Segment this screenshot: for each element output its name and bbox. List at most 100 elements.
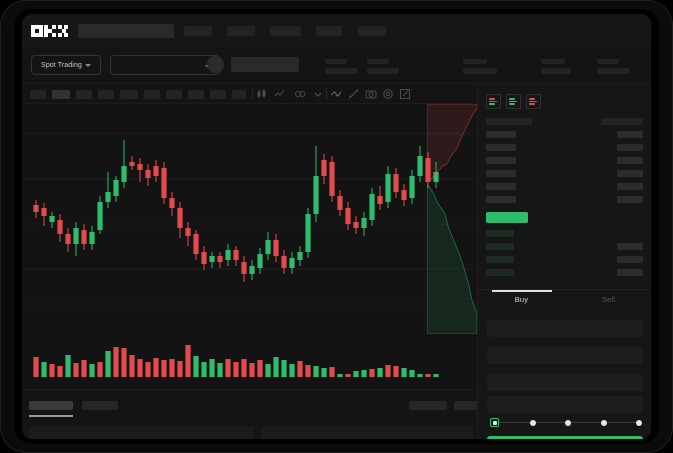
candle-23 — [217, 252, 223, 268]
trade-field-order-type[interactable] — [487, 320, 643, 337]
pair-select-dropdown[interactable] — [110, 55, 220, 75]
line-chart-icon[interactable] — [274, 88, 286, 100]
nav-item-4[interactable] — [358, 26, 386, 36]
candle-26 — [241, 256, 247, 282]
fullscreen-icon[interactable] — [399, 88, 411, 100]
chevron-down-icon[interactable] — [312, 88, 324, 100]
orderbook-bid-price-0[interactable] — [486, 230, 514, 237]
volume-bar-48 — [417, 374, 423, 377]
orderbook-ask-price-2[interactable] — [486, 157, 516, 164]
volume-bar-31 — [281, 360, 287, 377]
orders-panel — [22, 389, 490, 439]
toolbar-divider — [326, 88, 327, 100]
timeframe-button-1[interactable] — [52, 90, 70, 99]
candle-10 — [113, 176, 119, 202]
trade-field-amount[interactable] — [487, 374, 643, 391]
slider-handle-icon[interactable] — [490, 418, 499, 427]
search-input[interactable] — [78, 24, 174, 38]
candle-50 — [433, 162, 439, 188]
volume-bar-13 — [137, 359, 143, 377]
orderbook-ask-amount-4 — [617, 183, 643, 190]
nav-item-0[interactable] — [184, 26, 212, 36]
candlestick-chart-icon[interactable] — [256, 88, 268, 100]
candle-17 — [169, 192, 175, 216]
orderbook-ask-price-3[interactable] — [486, 170, 516, 177]
amount-percentage-slider[interactable] — [490, 418, 642, 428]
candle-5 — [73, 222, 79, 256]
volume-bar-27 — [249, 363, 255, 377]
orders-tab-1[interactable] — [82, 401, 118, 410]
market-stat-label — [367, 59, 389, 64]
orderbook-ask-price-1[interactable] — [486, 144, 516, 151]
place-order-button[interactable] — [487, 436, 643, 439]
orderbook-ask-price-5[interactable] — [486, 196, 516, 203]
volume-bar-8 — [97, 362, 103, 377]
candlestick-chart[interactable] — [22, 104, 477, 319]
nav-item-2[interactable] — [270, 26, 301, 36]
orderbook-current-price[interactable] — [486, 212, 528, 223]
orderbook-asks-icon[interactable] — [526, 94, 541, 109]
price-chart-area[interactable] — [22, 104, 477, 389]
candle-49 — [425, 152, 431, 188]
trade-field-price[interactable] — [487, 347, 643, 364]
top-navigation-bar — [22, 14, 651, 47]
volume-bar-17 — [169, 359, 175, 377]
volume-bar-50 — [433, 374, 439, 377]
volume-bar-40 — [353, 371, 359, 377]
orderbook-ask-amount-3 — [617, 170, 643, 177]
timeframe-button-8[interactable] — [210, 90, 226, 99]
slider-stop-50[interactable] — [565, 419, 571, 426]
volume-bar-42 — [369, 369, 375, 377]
tab-buy[interactable]: Buy — [514, 295, 529, 304]
orderbook-bid-amount-2 — [617, 256, 643, 263]
candle-48 — [417, 146, 423, 182]
slider-stop-25[interactable] — [529, 419, 536, 426]
nav-item-3[interactable] — [316, 26, 342, 36]
okx-logo-icon[interactable] — [31, 25, 68, 38]
volume-bar-10 — [113, 347, 119, 377]
orderbook-ask-amount-0 — [617, 131, 643, 138]
magnet-icon[interactable] — [348, 88, 360, 100]
orderbook-bid-price-1[interactable] — [486, 243, 514, 250]
orderbook-bid-price-3[interactable] — [486, 269, 514, 276]
settings-gear-icon[interactable] — [382, 88, 394, 100]
nav-item-1[interactable] — [227, 26, 255, 36]
timeframe-button-2[interactable] — [76, 90, 92, 99]
orders-action-0[interactable] — [409, 401, 447, 410]
panel-divider — [478, 289, 651, 290]
candle-8 — [97, 196, 103, 234]
camera-icon[interactable] — [365, 88, 377, 100]
slider-stop-75[interactable] — [600, 419, 607, 426]
slider-stop-100[interactable] — [636, 419, 642, 426]
candle-35 — [313, 146, 319, 222]
trade-field-total[interactable] — [487, 396, 643, 413]
spot-trading-dropdown[interactable]: Spot Trading — [31, 55, 101, 75]
orderbook-ask-price-4[interactable] — [486, 183, 516, 190]
volume-bar-1 — [41, 362, 47, 377]
timeframe-button-7[interactable] — [188, 90, 204, 99]
orders-action-1[interactable] — [454, 401, 490, 410]
timeframe-button-4[interactable] — [120, 90, 138, 99]
indicators-icon[interactable] — [294, 88, 306, 100]
orderbook-ask-price-0[interactable] — [486, 131, 516, 138]
timeframe-button-5[interactable] — [144, 90, 160, 99]
trading-pair-bar: Spot Trading — [22, 47, 651, 84]
orderbook-bids-icon[interactable] — [506, 94, 521, 109]
volume-bar-39 — [345, 374, 351, 377]
orders-tab-0[interactable] — [29, 401, 73, 410]
orderbook-bid-price-2[interactable] — [486, 256, 514, 263]
market-stat-1 — [367, 59, 399, 74]
orderbook-both-icon[interactable] — [486, 94, 501, 109]
timeframe-button-3[interactable] — [98, 90, 114, 99]
chevron-down-icon — [84, 63, 91, 67]
candle-20 — [193, 230, 199, 260]
area-chart-icon[interactable] — [330, 88, 342, 100]
timeframe-button-6[interactable] — [166, 90, 182, 99]
timeframe-button-0[interactable] — [30, 90, 46, 99]
tab-sell[interactable]: Sell — [601, 295, 616, 304]
candle-31 — [281, 250, 287, 274]
candle-1 — [41, 203, 47, 226]
timeframe-button-9[interactable] — [232, 90, 246, 99]
volume-bar-23 — [217, 363, 223, 377]
candle-19 — [185, 222, 191, 246]
